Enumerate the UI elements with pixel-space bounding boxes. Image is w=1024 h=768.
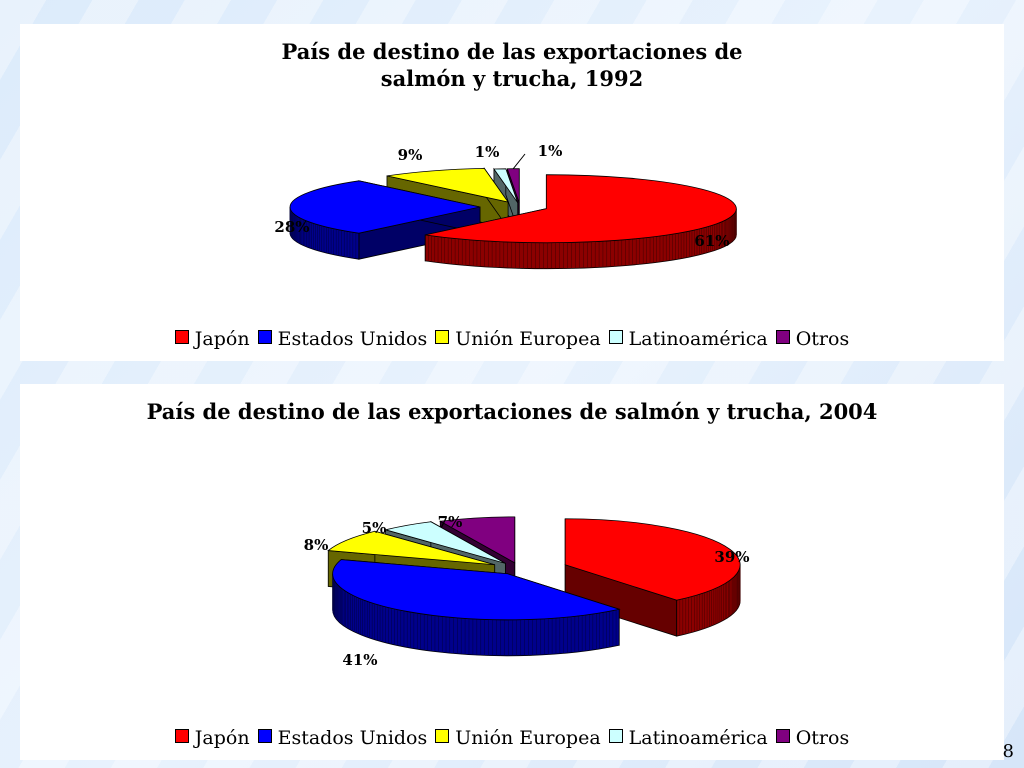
legend-2004: Japón Estados Unidos Unión Europea Latinoam… <box>20 727 1004 749</box>
pie-slice-1992-estados-unidos <box>289 180 481 260</box>
legend-label: Unión Europea <box>455 328 601 350</box>
legend-item-2004-latinoamerica: Latinoamérica <box>608 727 768 749</box>
pie-chart-1992: 61% 28% 9% 1% 1% <box>274 142 737 270</box>
legend-swatch <box>775 330 790 344</box>
data-label-2004-latinoamerica: 5% <box>362 519 387 537</box>
legend-label: Latinoamérica <box>628 727 768 749</box>
legend-item-2004-estados-unidos: Estados Unidos <box>257 727 428 749</box>
legend-item-2004-japon: Japón <box>174 727 250 749</box>
page-number: 8 <box>1002 741 1014 762</box>
pie-slice-1992-japon <box>424 174 737 270</box>
legend-swatch <box>435 729 450 743</box>
pie-slice-2004-japon <box>564 518 741 637</box>
legend-swatch <box>174 729 189 743</box>
leader-line-1992-otros <box>512 153 526 170</box>
data-label-2004-estados-unidos: 41% <box>342 651 377 669</box>
legend-item-1992-otros: Otros <box>775 328 850 350</box>
data-label-1992-otros: 1% <box>538 142 563 160</box>
data-label-1992-estados-unidos: 28% <box>274 218 309 236</box>
chart-title-1992: País de destino de las exportaciones de … <box>281 39 743 91</box>
data-label-1992-japon: 61% <box>694 232 729 250</box>
chart-title-2004: País de destino de las exportaciones de … <box>146 399 878 424</box>
chart-panel-1992: País de destino de las exportaciones de … <box>20 24 1004 361</box>
chart-panel-2004: País de destino de las exportaciones de … <box>20 384 1004 760</box>
legend-swatch <box>608 330 623 344</box>
legend-label: Otros <box>795 328 850 350</box>
legend-swatch <box>775 729 790 743</box>
legend-swatch <box>608 729 623 743</box>
legend-label: Estados Unidos <box>277 328 428 350</box>
legend-swatch <box>257 729 272 743</box>
data-label-1992-union-europea: 9% <box>398 146 423 164</box>
pie-slice-2004-estados-unidos <box>332 559 621 657</box>
legend-label: Otros <box>795 727 850 749</box>
data-label-2004-otros: 7% <box>438 513 463 531</box>
legend-label: Latinoamérica <box>628 328 768 350</box>
legend-label: Japón <box>194 727 250 749</box>
legend-item-1992-union-europea: Unión Europea <box>435 328 601 350</box>
legend-item-1992-estados-unidos: Estados Unidos <box>257 328 428 350</box>
legend-item-2004-otros: Otros <box>775 727 850 749</box>
data-label-1992-latinoamerica: 1% <box>475 143 500 161</box>
legend-item-2004-union-europea: Unión Europea <box>435 727 601 749</box>
legend-item-1992-latinoamerica: Latinoamérica <box>608 328 768 350</box>
legend-label: Japón <box>194 328 250 350</box>
data-label-2004-union-europea: 8% <box>304 536 329 554</box>
legend-swatch <box>435 330 450 344</box>
legend-1992: Japón Estados Unidos Unión Europea Latinoam… <box>20 328 1004 350</box>
pie-chart-2004: 39% 41% 8% 5% 7% <box>304 513 750 669</box>
legend-item-1992-japon: Japón <box>174 328 250 350</box>
legend-label: Estados Unidos <box>277 727 428 749</box>
legend-label: Unión Europea <box>455 727 601 749</box>
legend-swatch <box>174 330 189 344</box>
legend-swatch <box>257 330 272 344</box>
data-label-2004-japon: 39% <box>714 548 749 566</box>
